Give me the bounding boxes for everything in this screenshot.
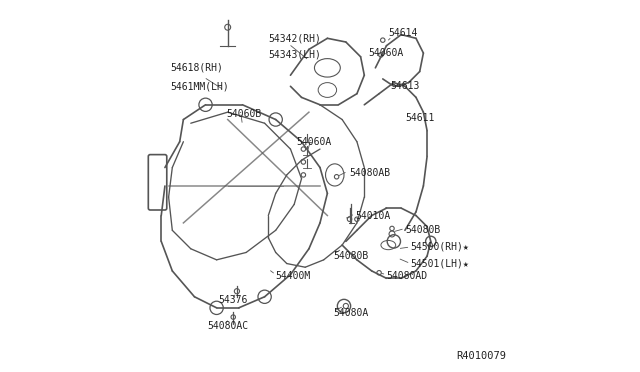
Text: R4010079: R4010079 [456,351,507,361]
Text: 54343(LH): 54343(LH) [268,50,321,60]
Text: 54080AC: 54080AC [207,321,248,331]
Text: 54060B: 54060B [226,109,261,119]
Text: 54080B: 54080B [405,225,440,235]
Text: 54080AD: 54080AD [387,272,428,282]
Text: 54501(LH)★: 54501(LH)★ [410,259,469,269]
Text: 54614: 54614 [388,28,418,38]
Text: 54080A: 54080A [333,308,368,318]
Text: 54060A: 54060A [296,137,332,147]
Text: 54080AB: 54080AB [349,168,390,178]
Text: 54611: 54611 [405,113,435,123]
Text: 54342(RH): 54342(RH) [268,33,321,43]
Text: 54080B: 54080B [333,251,368,261]
Text: 54376: 54376 [218,295,248,305]
Text: 54613: 54613 [390,81,420,91]
Text: 54010A: 54010A [355,211,390,221]
Text: 54618(RH): 54618(RH) [170,63,223,73]
Text: 54500(RH)★: 54500(RH)★ [410,242,469,252]
Text: 5461ΜM(LH): 5461ΜM(LH) [170,81,229,91]
Text: 54060A: 54060A [368,48,403,58]
Text: 54400M: 54400M [276,272,311,282]
